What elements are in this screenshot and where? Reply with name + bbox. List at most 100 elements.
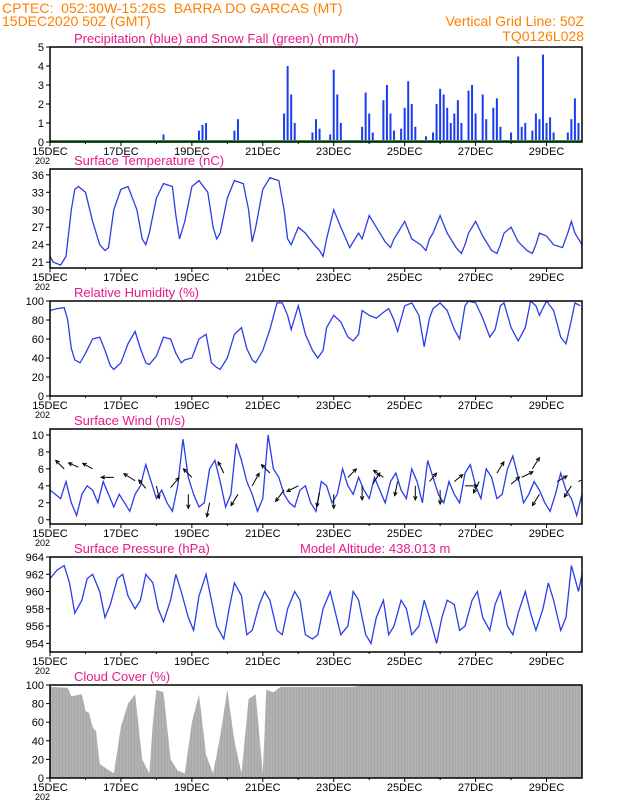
x-tick-label: 27DEC xyxy=(458,782,494,794)
precip-bar xyxy=(524,123,527,142)
y-tick-label: 4 xyxy=(38,61,44,73)
wind-arrow xyxy=(556,475,568,483)
wind-arrow-head xyxy=(528,471,534,476)
y-tick-label: 33 xyxy=(32,187,44,199)
precip-bar xyxy=(439,88,442,142)
wind-arrow xyxy=(55,460,65,470)
x-tick-label: 15DEC xyxy=(32,146,68,158)
wind-arrow xyxy=(138,479,147,489)
panel-frame xyxy=(49,168,583,269)
rh-line xyxy=(50,301,581,371)
x-tick-label: 17DEC xyxy=(103,782,139,794)
precip-bar xyxy=(393,130,396,142)
wind-arrow xyxy=(183,468,193,478)
y-tick-label: 958 xyxy=(26,604,44,616)
y-tick-label: 6 xyxy=(38,464,44,476)
header-line-2-right: Vertical Grid Line: 50Z xyxy=(445,13,584,29)
precip-bar xyxy=(499,126,502,142)
precip-bar xyxy=(570,119,573,142)
wind-arrow-head xyxy=(230,501,235,507)
wind-arrow xyxy=(372,472,381,485)
precip-bar xyxy=(541,54,544,142)
wind-arrow xyxy=(347,468,357,478)
precip-bar xyxy=(531,130,534,142)
wind-arrow-head xyxy=(54,459,60,465)
x-tick-label: 29DEC xyxy=(529,528,565,540)
x-year-label: 202 xyxy=(35,792,50,800)
precip-bar xyxy=(407,81,410,142)
panel-frame xyxy=(49,684,583,779)
x-tick-label: 27DEC xyxy=(458,656,494,668)
y-tick-label: 960 xyxy=(26,587,44,599)
y-tick-label: 27 xyxy=(32,222,44,234)
wind-arrow-head xyxy=(413,496,418,501)
wind-arrow xyxy=(578,479,582,483)
precip-bar xyxy=(336,94,339,142)
precip-bar xyxy=(453,113,456,142)
x-tick-label: 25DEC xyxy=(387,528,423,540)
wind-arrow xyxy=(217,461,225,474)
y-tick-label: 40 xyxy=(32,353,44,365)
x-tick-label: 21DEC xyxy=(245,528,281,540)
wind-arrow-head xyxy=(500,460,505,466)
pres-annotation: Model Altitude: 438.013 m xyxy=(300,541,450,556)
precip-bar xyxy=(197,130,200,142)
wind-arrow xyxy=(453,474,464,482)
y-tick-label: 80 xyxy=(32,699,44,711)
panel-frame xyxy=(49,556,583,653)
y-tick-label: 60 xyxy=(32,334,44,346)
y-tick-label: 80 xyxy=(32,315,44,327)
x-tick-label: 23DEC xyxy=(316,400,352,412)
temp-title: Surface Temperature (nC) xyxy=(74,153,224,168)
precip-bar xyxy=(389,113,392,142)
cloud-title: Cloud Cover (%) xyxy=(74,669,170,684)
panel-temp: 21 24 27 30 33 36 15DEC 17DEC 19DEC 21DEC 23DEC 25D… xyxy=(32,153,583,292)
wind-arrow-head xyxy=(372,469,378,475)
precip-bar xyxy=(534,113,537,142)
data-layer xyxy=(50,301,581,371)
x-tick-label: 17DEC xyxy=(103,528,139,540)
wind-arrow-head xyxy=(563,492,569,499)
precip-bar xyxy=(382,100,385,142)
data-layer xyxy=(50,54,582,142)
precip-bar xyxy=(332,69,335,142)
y-tick-label: 40 xyxy=(32,736,44,748)
wind-title: Surface Wind (m/s) xyxy=(74,413,185,428)
wind-line xyxy=(50,434,582,518)
y-tick-label: 21 xyxy=(32,257,44,269)
wind-arrow-head xyxy=(67,462,73,467)
precip-bar xyxy=(364,92,367,142)
wind-arrow-head xyxy=(260,463,266,469)
x-tick-label: 19DEC xyxy=(174,656,210,668)
precip-bar xyxy=(456,100,459,142)
wind-arrow xyxy=(68,462,79,468)
wind-arrow xyxy=(82,462,93,470)
y-tick-label: 30 xyxy=(32,205,44,217)
wind-arrow xyxy=(510,476,520,485)
precip-bar xyxy=(467,90,470,142)
wind-arrow xyxy=(521,471,534,478)
x-tick-label: 25DEC xyxy=(387,400,423,412)
x-tick-label: 25DEC xyxy=(387,656,423,668)
wind-arrow-head xyxy=(286,487,292,492)
precip-bar xyxy=(293,123,296,142)
precip-bar xyxy=(236,119,239,142)
x-tick-label: 21DEC xyxy=(245,400,281,412)
wind-arrow-head xyxy=(586,476,590,479)
wind-arrow xyxy=(429,472,437,482)
wind-arrow-head xyxy=(393,491,398,497)
data-layer xyxy=(50,176,582,266)
y-tick-label: 1 xyxy=(38,118,44,130)
wind-arrow-head xyxy=(205,512,210,518)
precip-bar xyxy=(442,94,445,142)
wind-arrow xyxy=(316,492,321,507)
wind-arrow xyxy=(170,477,180,488)
y-tick-label: 5 xyxy=(38,42,44,54)
y-tick-label: 100 xyxy=(26,680,44,692)
wind-arrow-head xyxy=(175,476,180,482)
y-tick-label: 20 xyxy=(32,372,44,384)
wind-arrow-head xyxy=(100,475,106,480)
y-tick-label: 20 xyxy=(32,754,44,766)
y-tick-label: 0 xyxy=(38,515,44,527)
y-tick-label: 964 xyxy=(26,552,44,564)
